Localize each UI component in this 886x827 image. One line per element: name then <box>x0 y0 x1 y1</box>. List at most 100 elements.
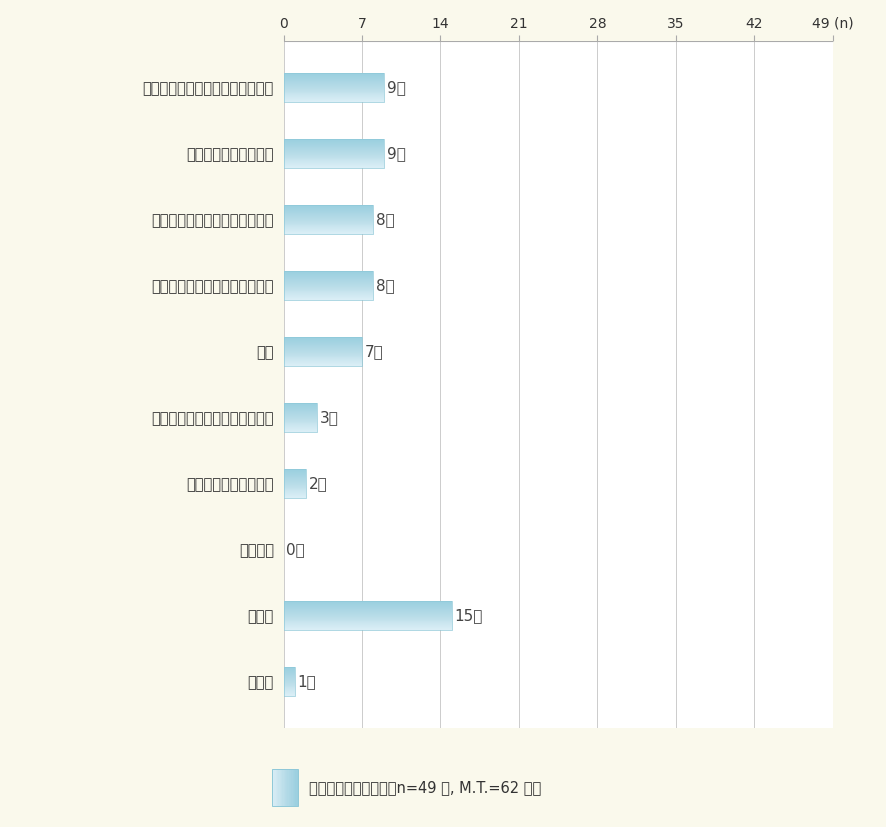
Bar <box>284 357 362 358</box>
Bar <box>284 491 306 492</box>
Bar <box>284 612 452 613</box>
Bar <box>284 278 373 279</box>
Bar <box>284 361 362 362</box>
Bar <box>284 677 295 679</box>
Bar <box>284 90 385 92</box>
Bar <box>284 98 385 99</box>
Bar <box>284 351 362 352</box>
Bar <box>284 687 295 689</box>
Bar <box>284 469 306 499</box>
Bar <box>284 685 295 686</box>
Bar <box>284 614 452 615</box>
Bar <box>284 298 373 299</box>
Bar <box>284 223 373 224</box>
Text: 15人: 15人 <box>455 608 483 623</box>
Text: 7人: 7人 <box>365 344 384 359</box>
Bar <box>284 167 385 169</box>
Bar <box>284 210 373 211</box>
Bar <box>284 418 317 419</box>
Text: 8人: 8人 <box>376 212 395 227</box>
Bar <box>284 147 385 149</box>
Bar <box>283 769 284 806</box>
Bar <box>284 476 306 478</box>
Bar <box>284 475 306 476</box>
Bar <box>284 478 306 479</box>
Bar <box>284 485 306 486</box>
Bar <box>284 279 373 280</box>
Bar <box>284 145 385 146</box>
Bar <box>284 219 373 221</box>
Bar <box>286 769 287 806</box>
Bar <box>284 474 306 475</box>
Bar <box>284 294 373 295</box>
Bar <box>284 481 306 483</box>
Bar <box>284 669 295 670</box>
Bar <box>284 152 385 154</box>
Bar <box>284 690 295 691</box>
Bar <box>284 212 373 213</box>
Bar <box>284 150 385 151</box>
Bar <box>284 358 362 360</box>
Bar <box>284 403 317 433</box>
Bar <box>284 216 373 217</box>
Bar <box>284 605 452 607</box>
Bar <box>284 623 452 624</box>
Bar <box>284 424 317 425</box>
Bar <box>284 139 385 169</box>
Bar <box>284 679 295 680</box>
Bar <box>284 339 362 340</box>
Bar <box>284 492 306 494</box>
Bar <box>284 295 373 296</box>
Bar <box>284 695 295 696</box>
Bar <box>284 93 385 94</box>
Bar <box>284 675 295 676</box>
Bar <box>284 227 373 228</box>
Bar <box>284 156 385 157</box>
Bar <box>284 340 362 341</box>
Bar <box>284 676 295 677</box>
Bar <box>284 620 452 622</box>
Bar <box>284 681 295 682</box>
Bar <box>284 270 373 300</box>
Text: 1人: 1人 <box>298 674 316 689</box>
Bar <box>284 686 295 687</box>
Bar <box>284 671 295 672</box>
Bar <box>284 363 362 365</box>
Bar <box>284 682 295 684</box>
Bar <box>284 77 385 78</box>
Bar <box>284 345 362 346</box>
Bar <box>284 213 373 214</box>
Bar <box>284 365 362 366</box>
Bar <box>284 221 373 222</box>
Bar <box>284 667 295 669</box>
Bar <box>284 674 295 675</box>
Bar <box>284 273 373 274</box>
Bar <box>284 232 373 233</box>
Bar <box>284 272 373 273</box>
Bar <box>284 602 452 603</box>
Bar <box>284 408 317 409</box>
Bar <box>284 161 385 162</box>
Bar <box>284 291 373 293</box>
Bar <box>284 208 373 210</box>
Bar <box>284 604 452 605</box>
Bar <box>284 89 385 90</box>
Bar <box>284 422 317 423</box>
Bar <box>284 87 385 88</box>
Bar <box>284 607 452 608</box>
Bar <box>284 496 306 497</box>
Bar <box>284 429 317 430</box>
Bar <box>284 692 295 693</box>
Text: 3人: 3人 <box>320 410 338 425</box>
Bar <box>284 497 306 499</box>
Bar <box>287 769 289 806</box>
Bar <box>284 490 306 491</box>
Bar <box>284 233 373 234</box>
Bar <box>284 619 452 620</box>
Bar <box>284 154 385 155</box>
Bar <box>272 769 298 806</box>
Bar <box>284 495 306 496</box>
Bar <box>284 624 452 625</box>
Bar <box>284 427 317 428</box>
Bar <box>294 769 295 806</box>
